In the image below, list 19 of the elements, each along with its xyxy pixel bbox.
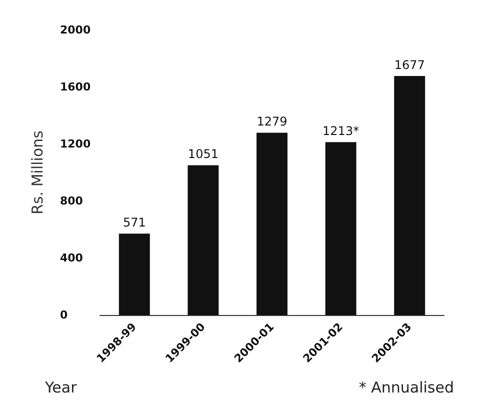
data-label: 1279 bbox=[256, 114, 288, 129]
bar bbox=[256, 132, 288, 315]
x-axis-title: Year bbox=[44, 378, 78, 396]
data-label: 1677 bbox=[394, 58, 425, 72]
bar bbox=[325, 142, 356, 315]
bar bbox=[188, 165, 219, 315]
text: * Annualised bbox=[358, 378, 454, 396]
bar bbox=[394, 76, 426, 315]
y-tick-label: 1600 bbox=[60, 80, 91, 94]
y-tick-label: 800 bbox=[60, 194, 84, 208]
y-tick-label: 2000 bbox=[60, 24, 91, 36]
data-label: 1051 bbox=[188, 147, 218, 162]
bar bbox=[118, 234, 150, 315]
data-label: 571 bbox=[122, 216, 146, 230]
y-axis-title: Rs. Millions bbox=[28, 130, 46, 214]
data-label: 1213* bbox=[322, 124, 360, 138]
y-tick-label: 1200 bbox=[60, 138, 91, 150]
y-tick-label: 0 bbox=[60, 308, 68, 322]
y-tick-label: 400 bbox=[60, 252, 84, 264]
